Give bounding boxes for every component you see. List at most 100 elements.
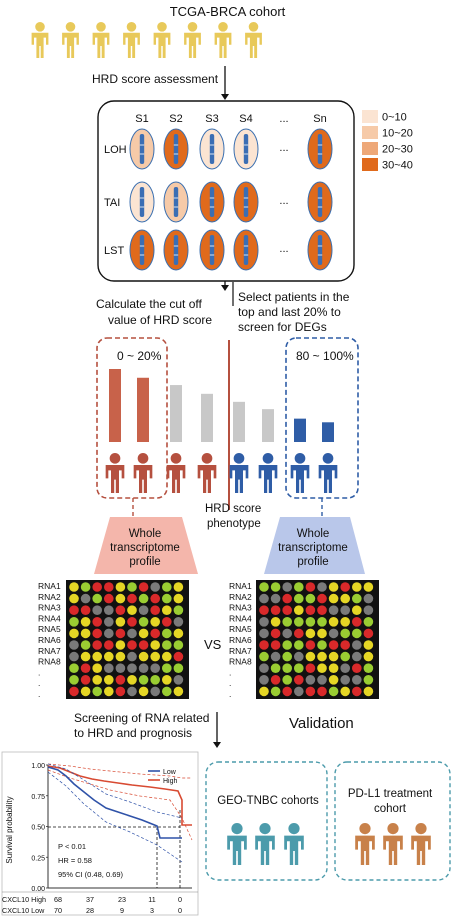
matrix-col-2: S3 (205, 113, 218, 125)
km-stat: P < 0.01 (58, 842, 86, 851)
km-plot: 1.00 0.75 0.50 0.25 0.00 Survival probability… (1, 751, 199, 916)
cohort-person (184, 22, 201, 58)
cohort2-label-line2: cohort (374, 803, 406, 815)
arrow-to-matrix-head (221, 94, 229, 100)
heatmap-dot (259, 605, 269, 615)
rna-label-right: RNA7 (229, 646, 252, 656)
heatmap-dot (352, 582, 362, 592)
km-ytick: 0.75 (31, 794, 45, 801)
heatmap-dot (352, 663, 362, 673)
heatmap-dot (282, 686, 293, 697)
heatmap-dot (294, 582, 304, 592)
cohort1-label: GEO-TNBC cohorts (217, 795, 319, 807)
heatmap-dot (127, 640, 137, 650)
heatmap-dot (162, 663, 172, 673)
profile-right-line1: Whole (296, 528, 330, 540)
km-risk-label: CXCL10 High (2, 895, 46, 904)
heatmap-dot (162, 605, 172, 615)
patient-red (166, 453, 186, 493)
heatmap-dot (69, 663, 79, 673)
profile-right-shape (264, 517, 365, 574)
heatmap-dot (363, 593, 374, 604)
arrow-to-km-head (213, 742, 221, 748)
heatmap-dot (340, 628, 351, 639)
heatmap-dot (352, 628, 362, 639)
heatmap-dot (80, 663, 91, 673)
km-ytick: 1.00 (31, 763, 45, 770)
heatmap-dot (340, 686, 351, 697)
heatmap-dot (138, 640, 149, 650)
heatmap-dot (162, 640, 172, 650)
heatmap-dot (305, 640, 316, 650)
heatmap-dot (294, 617, 304, 627)
heatmap-dot (270, 640, 281, 650)
heatmap-dot (259, 640, 269, 650)
rna-label-left: RNA7 (38, 646, 61, 656)
heatmap-dot (150, 640, 160, 650)
heatmap-dot (340, 651, 351, 662)
matrix-row-lst: LST (104, 245, 124, 257)
cohort-person (31, 22, 49, 58)
legend-swatch (362, 110, 378, 123)
rna-label-left: . (38, 678, 40, 688)
heatmap-dot (294, 605, 304, 615)
heatmap-dot (352, 593, 362, 604)
heatmap-dot (115, 663, 126, 673)
rna-label-left: . (38, 667, 40, 677)
heatmap-dot (328, 582, 339, 592)
heatmap-dot (127, 617, 137, 627)
km-legend-low: Low (163, 769, 177, 776)
heatmap-dot (127, 663, 137, 673)
km-risk-label: CXCL10 Low (2, 906, 45, 915)
heatmap-dot (259, 686, 269, 697)
heatmap-dot (173, 628, 184, 639)
cohort-person (123, 22, 140, 58)
phenotype-bar (233, 401, 245, 442)
km-risk-value: 23 (118, 895, 126, 904)
hrd-matrix-box (97, 100, 355, 282)
cohort1-person (255, 823, 275, 865)
rna-label-left: . (38, 689, 40, 699)
cohort1-box (205, 761, 328, 881)
heatmap-dot (305, 663, 316, 673)
cohort-person (214, 22, 232, 58)
heatmap-dot (104, 617, 114, 627)
patient-blue (229, 453, 249, 493)
cohort2-person (411, 823, 431, 865)
heatmap-dot (150, 605, 160, 615)
km-risk-value: 68 (54, 895, 62, 904)
vs-label: VS (204, 637, 222, 652)
heatmap-dot (352, 617, 362, 627)
heatmap-dot (92, 640, 102, 650)
heatmap-dot (317, 593, 327, 604)
heatmap-dot (173, 582, 184, 592)
cohort2-label-line1: PD-L1 treatment (347, 788, 433, 800)
km-ytick: 0.00 (31, 886, 45, 893)
heatmap-dot (80, 651, 91, 662)
rna-label-left: RNA1 (38, 581, 61, 591)
heatmap-dot (363, 651, 374, 662)
heatmap-dot (92, 663, 102, 673)
heatmap-dot (150, 663, 160, 673)
heatmap-dot (352, 651, 362, 662)
heatmap-dot (317, 605, 327, 615)
patient-blue (258, 453, 278, 493)
rna-label-right: RNA8 (229, 657, 252, 667)
heatmap-dot (363, 675, 374, 685)
heatmap-dot (173, 640, 184, 650)
heatmap-dot (282, 593, 293, 604)
heatmap-dot (259, 593, 269, 604)
rna-label-left: RNA6 (38, 635, 61, 645)
heatmap-dot (363, 582, 374, 592)
heatmap-dot (138, 605, 149, 615)
km-risk-value: 28 (86, 906, 94, 915)
chromosome-cell (199, 229, 225, 271)
heatmap-dot (173, 686, 184, 697)
heatmap-dot (294, 640, 304, 650)
heatmap-dot (104, 628, 114, 639)
heatmap-dot (259, 675, 269, 685)
heatmap-dot (363, 617, 374, 627)
heatmap-dot (294, 651, 304, 662)
km-stat: 95% CI (0.48, 0.69) (58, 870, 124, 879)
heatmap-dot (104, 663, 114, 673)
